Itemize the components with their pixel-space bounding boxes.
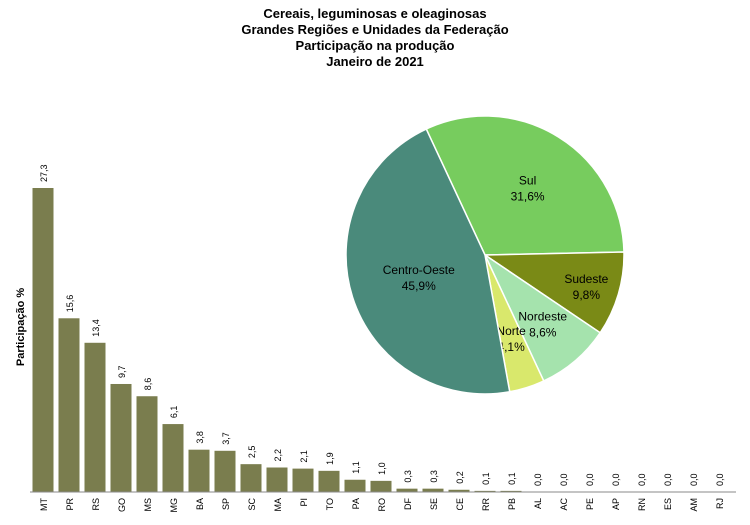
x-tick-label: RJ (715, 498, 725, 509)
data-label: 9,7 (117, 365, 127, 378)
data-label: 3,8 (195, 431, 205, 444)
bar (162, 424, 184, 492)
data-label: 0,0 (689, 473, 699, 486)
bar (58, 318, 80, 492)
chart-title-line-4: Janeiro de 2021 (326, 54, 424, 69)
bar (344, 479, 366, 492)
data-label: 27,3 (39, 164, 49, 182)
pie-slice (482, 251, 625, 334)
x-tick-label: RR (481, 498, 491, 511)
data-label: 2,2 (273, 449, 283, 462)
x-tick-label: PE (585, 498, 595, 510)
x-tick-label: AL (533, 498, 543, 509)
data-label: 0,2 (455, 471, 465, 484)
bar (318, 470, 340, 492)
pie-slice-name: Sul (519, 174, 536, 188)
bar (110, 383, 132, 492)
pie-slice-name: Nordeste (518, 310, 567, 324)
bar (84, 342, 106, 492)
x-tick-label: BA (195, 498, 205, 510)
bar (448, 489, 470, 492)
x-tick-label: AM (689, 498, 699, 512)
data-label: 0,0 (585, 473, 595, 486)
x-tick-label: TO (325, 498, 335, 510)
pie-slice-value: 45,9% (402, 279, 436, 293)
x-tick-label: SE (429, 498, 439, 510)
pie-slice-name: Norte (496, 324, 526, 338)
x-tick-label: SC (247, 498, 257, 511)
bar (240, 464, 262, 492)
x-tick-label: GO (117, 498, 127, 512)
pie-slice-value: 9,8% (573, 288, 601, 302)
x-tick-label: MA (273, 498, 283, 512)
data-label: 2,1 (299, 450, 309, 463)
data-label: 0,0 (611, 473, 621, 486)
pie-slice (425, 115, 625, 256)
pie-slice-value: 31,6% (511, 190, 545, 204)
x-tick-label: MT (39, 498, 49, 511)
x-tick-label: PB (507, 498, 517, 510)
bar (188, 449, 210, 492)
data-label: 0,3 (403, 470, 413, 483)
data-label: 8,6 (143, 378, 153, 391)
data-label: 0,0 (533, 473, 543, 486)
bar (500, 490, 522, 492)
pie-slice-value: 8,6% (529, 326, 557, 340)
x-tick-label: PA (351, 498, 361, 509)
x-tick-label: CE (455, 498, 465, 511)
x-tick-label: RS (91, 498, 101, 511)
x-tick-label: PI (299, 498, 309, 507)
chart-title-line-1: Cereais, leguminosas e oleaginosas (263, 6, 487, 21)
data-label: 0,0 (715, 473, 725, 486)
x-tick-label: MG (169, 498, 179, 513)
data-label: 1,9 (325, 452, 335, 465)
x-tick-label: AP (611, 498, 621, 510)
x-tick-label: DF (403, 498, 413, 510)
pie-slice-value: 4,1% (497, 340, 525, 354)
data-label: 3,7 (221, 432, 231, 445)
bar (396, 488, 418, 492)
pie-slice-name: Sudeste (564, 272, 608, 286)
x-tick-label: RO (377, 498, 387, 512)
bar (474, 490, 496, 492)
data-label: 0,0 (559, 473, 569, 486)
pie-slice (345, 128, 511, 395)
x-tick-label: ES (663, 498, 673, 510)
data-label: 6,1 (169, 406, 179, 419)
x-tick-label: MS (143, 498, 153, 512)
x-tick-label: SP (221, 498, 231, 510)
chart-title-line-2: Grandes Regiões e Unidades da Federação (241, 22, 509, 37)
y-axis-label: Participação % (15, 288, 27, 366)
data-label: 0,3 (429, 470, 439, 483)
data-label: 2,5 (247, 446, 257, 459)
bar (214, 450, 236, 492)
chart-title-block: Cereais, leguminosas e oleaginosas Grand… (0, 6, 750, 70)
data-label: 0,0 (637, 473, 647, 486)
bar (32, 188, 54, 492)
x-tick-label: AC (559, 498, 569, 511)
data-label: 1,0 (377, 462, 387, 475)
data-label: 0,0 (663, 473, 673, 486)
bar (292, 468, 314, 492)
pie-slice-name: Centro-Oeste (383, 263, 455, 277)
bar (136, 396, 158, 492)
chart-title-line-3: Participação na produção (295, 38, 455, 53)
x-tick-label: RN (637, 498, 647, 511)
x-tick-label: PR (65, 498, 75, 511)
data-label: 0,1 (481, 472, 491, 485)
data-label: 15,6 (65, 295, 75, 313)
data-label: 1,1 (351, 461, 361, 474)
bar (370, 480, 392, 492)
data-label: 13,4 (91, 319, 101, 337)
bar (266, 467, 288, 492)
data-label: 0,1 (507, 472, 517, 485)
bar (422, 488, 444, 492)
